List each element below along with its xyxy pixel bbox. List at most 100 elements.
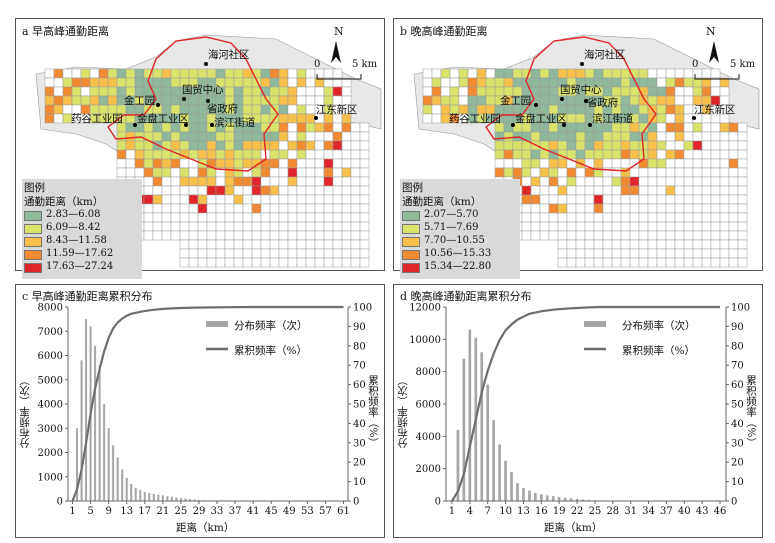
grid-cell — [620, 140, 631, 151]
grid-cell — [251, 212, 262, 223]
grid-cell — [665, 77, 676, 88]
grid-cell — [692, 230, 703, 241]
grid-cell — [251, 149, 262, 160]
grid-cell — [710, 248, 721, 259]
grid-cell — [242, 212, 253, 223]
grid-cell — [593, 257, 604, 268]
grid-cell — [728, 176, 739, 187]
grid-cell — [548, 86, 559, 97]
grid-cell — [656, 149, 667, 160]
grid-cell — [287, 140, 298, 151]
grid-cell — [683, 212, 694, 223]
grid-cell — [152, 131, 163, 142]
bar — [193, 499, 196, 501]
grid-cell — [269, 131, 280, 142]
grid-cell — [53, 113, 64, 124]
grid-cell — [278, 185, 289, 196]
grid-cell — [539, 176, 550, 187]
grid-cell — [152, 230, 163, 241]
grid-cell — [629, 185, 640, 196]
grid-cell — [611, 221, 622, 232]
grid-cell — [557, 230, 568, 241]
grid-cell — [224, 230, 235, 241]
grid-cell — [125, 77, 136, 88]
grid-cell — [629, 167, 640, 178]
grid-cell — [161, 149, 172, 160]
grid-cell — [188, 167, 199, 178]
scale-zero: 0 — [692, 59, 699, 70]
grid-cell — [341, 140, 352, 151]
grid-cell — [737, 230, 748, 241]
grid-cell — [233, 185, 244, 196]
place-label: 药谷工业园 — [449, 113, 501, 125]
grid-cell — [269, 77, 280, 88]
grid-cell — [566, 203, 577, 214]
grid-cell — [719, 158, 730, 169]
grid-cell — [710, 131, 721, 142]
grid-cell — [161, 131, 172, 142]
grid-cell — [242, 104, 253, 115]
grid-cell — [728, 158, 739, 169]
grid-cell — [638, 194, 649, 205]
grid-cell — [107, 86, 118, 97]
grid-cell — [215, 140, 226, 151]
grid-cell — [701, 86, 712, 97]
legend-bar-label: 分布频率（次） — [234, 320, 308, 332]
bar — [569, 498, 573, 501]
grid-cell — [53, 77, 64, 88]
bar — [462, 358, 466, 501]
grid-cell — [629, 257, 640, 268]
grid-cell — [350, 221, 361, 232]
grid-cell — [620, 149, 631, 160]
grid-cell — [359, 149, 370, 160]
bar — [575, 498, 579, 501]
grid-cell — [197, 185, 208, 196]
grid-cell — [728, 131, 739, 142]
grid-cell — [566, 68, 577, 79]
grid-cell — [116, 140, 127, 151]
grid-cell — [548, 158, 559, 169]
legend-swatch — [24, 263, 42, 273]
grid-cell — [710, 203, 721, 214]
grid-cell — [566, 131, 577, 142]
grid-cell — [692, 158, 703, 169]
grid-cell — [728, 122, 739, 133]
x-tick-label: 1 — [449, 506, 455, 517]
grid-cell — [134, 68, 145, 79]
grid-cell — [575, 131, 586, 142]
grid-cell — [503, 68, 514, 79]
grid-cell — [422, 113, 433, 124]
grid-cell — [629, 95, 640, 106]
bar — [152, 493, 155, 501]
grid-cell — [656, 230, 667, 241]
grid-cell — [359, 248, 370, 259]
map-panel-evening: b 晚高峰通勤距离 N 0 5 km 图例 通勤距离（km） 2.07—5.70… — [393, 18, 763, 279]
grid-cell — [359, 167, 370, 178]
grid-cell — [152, 77, 163, 88]
grid-cell — [674, 239, 685, 250]
grid-cell — [566, 194, 577, 205]
grid-cell — [602, 158, 613, 169]
grid-cell — [683, 257, 694, 268]
grid-cell — [152, 68, 163, 79]
grid-cell — [431, 104, 442, 115]
grid-cell — [692, 239, 703, 250]
bar — [85, 319, 88, 501]
grid-cell — [485, 77, 496, 88]
scale-five: 5 km — [352, 59, 378, 70]
grid-cell — [188, 257, 199, 268]
legend-label: 10.56—15.33 — [424, 248, 492, 259]
grid-cell — [278, 239, 289, 250]
grid-cell — [602, 131, 613, 142]
grid-cell — [269, 230, 280, 241]
grid-cell — [278, 203, 289, 214]
grid-cell — [512, 149, 523, 160]
grid-cell — [485, 86, 496, 97]
grid-cell — [674, 149, 685, 160]
grid-cell — [260, 158, 271, 169]
grid-cell — [350, 257, 361, 268]
grid-cell — [566, 239, 577, 250]
place-marker — [511, 123, 515, 127]
y2-tick-label: 40 — [353, 419, 366, 430]
bar — [125, 477, 128, 501]
